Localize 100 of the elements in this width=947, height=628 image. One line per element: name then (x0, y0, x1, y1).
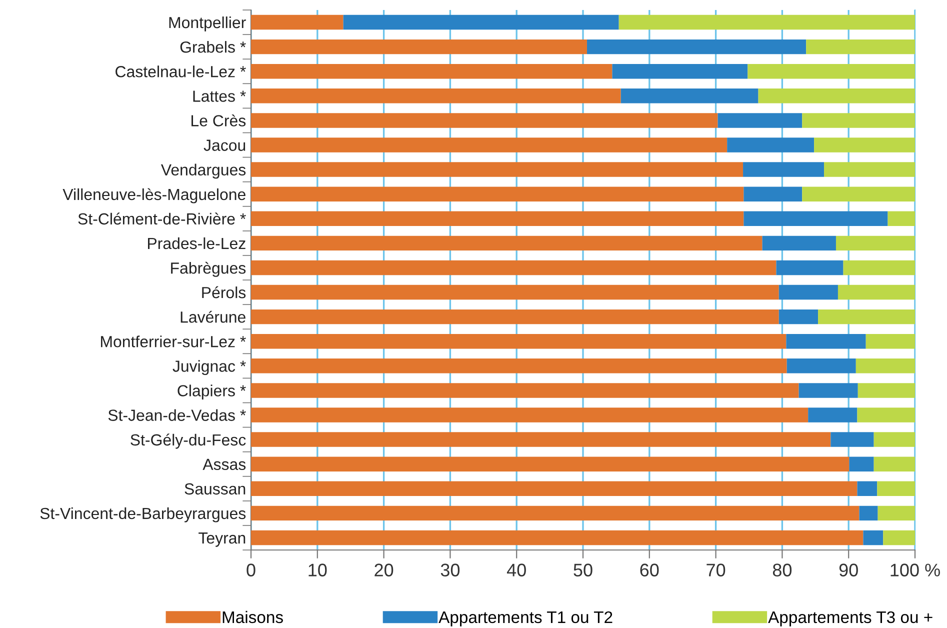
bar (888, 211, 915, 226)
bar (744, 186, 802, 202)
y-tick-label: Lavérune (180, 310, 246, 323)
y-tick-label: Montpellier (169, 16, 246, 32)
y-tick-label: Prades-le-Lez (148, 237, 246, 250)
bar (786, 358, 856, 374)
bar (824, 162, 915, 177)
bar (727, 138, 814, 152)
x-tick-label: 60 (640, 564, 659, 576)
y-tick-label: Juvignac * (172, 360, 246, 376)
bar (758, 88, 915, 104)
bar (878, 506, 915, 521)
bar (838, 284, 915, 300)
bar (251, 358, 787, 374)
x-tick-label: 10 (308, 564, 327, 576)
bar (618, 14, 915, 30)
bar (818, 309, 915, 324)
y-tick-label: Le Crès (192, 114, 246, 126)
bar (251, 284, 779, 300)
bar (802, 113, 915, 128)
bar (857, 481, 878, 496)
x-tick-label: 90 (839, 564, 858, 576)
bar (251, 88, 621, 104)
bar (620, 88, 758, 104)
bar (798, 383, 858, 398)
bar (251, 260, 776, 276)
x-tick-label: 20 (374, 564, 394, 576)
y-tick-label: Lattes * (193, 90, 246, 102)
bar (251, 481, 858, 496)
bar (874, 456, 915, 472)
bar (786, 334, 866, 349)
bar (251, 113, 718, 128)
y-tick-label: Assas (202, 458, 246, 470)
bar (858, 383, 915, 398)
x-tick-label: 80 (772, 564, 792, 576)
y-tick-label: St-Jean-de-Vedas * (108, 409, 246, 421)
bar (877, 481, 915, 496)
y-tick-label: Teyran (198, 532, 246, 547)
bar (251, 334, 786, 349)
bar (251, 186, 744, 202)
bar (866, 334, 915, 349)
bar (251, 236, 762, 251)
bar (856, 358, 915, 374)
bar (849, 456, 874, 472)
bar (612, 64, 748, 79)
bar (718, 113, 802, 128)
bar (859, 506, 878, 521)
bar (251, 39, 587, 54)
y-tick-label: St-Gély-du-Fesc (130, 434, 246, 449)
bar (808, 408, 858, 422)
bar (251, 162, 744, 177)
bar (883, 530, 915, 546)
bar (830, 432, 874, 447)
y-tick-label: Grabels * (180, 41, 246, 53)
y-tick-label: Vendargues (160, 164, 246, 179)
bar (251, 138, 728, 152)
bar (748, 64, 915, 79)
bar (343, 14, 619, 30)
x-tick-label: 70 (706, 564, 726, 576)
x-tick-label: 50 (574, 564, 592, 576)
bar (836, 236, 915, 251)
y-tick-label: Castelnau-le-Lez * (116, 66, 246, 78)
y-tick-label: Pérols (202, 286, 246, 298)
bar (874, 432, 915, 447)
y-tick-label: St-Vincent-de-Barbeyrargues (40, 507, 246, 522)
bar (586, 39, 806, 54)
y-tick-label: Montferrier-sur-Lez * (101, 336, 246, 348)
legend-label: Appartements T1 ou T2 (438, 611, 612, 626)
y-tick-label: Fabrègues (171, 262, 246, 277)
bar (863, 530, 884, 546)
bar (251, 383, 799, 398)
y-tick-label: Villeneuve-lès-Maguelone (62, 188, 246, 204)
y-tick-label: Saussan (184, 483, 246, 495)
bar (251, 309, 779, 324)
x-tick-label: 100 % (890, 564, 940, 576)
bar (843, 260, 915, 276)
x-tick-label: 30 (440, 564, 460, 576)
bar (744, 211, 888, 226)
bar (251, 211, 744, 226)
bar (778, 284, 838, 300)
bar (251, 14, 344, 30)
bar (762, 236, 836, 251)
bar (251, 64, 612, 79)
bar (814, 138, 915, 152)
bar (776, 260, 844, 276)
bar (251, 506, 860, 521)
bar (251, 408, 808, 422)
bar (857, 408, 915, 422)
bar (251, 456, 850, 472)
y-tick-label: Jacou (204, 140, 246, 151)
y-tick-label: Clapiers * (178, 384, 246, 400)
bar (806, 39, 915, 54)
bar (778, 309, 818, 324)
bar (251, 530, 864, 546)
bar (251, 432, 831, 447)
bar (802, 186, 915, 202)
x-tick-label: 0 (246, 564, 256, 576)
x-tick-label: 40 (506, 564, 526, 576)
bar (743, 162, 824, 177)
legend-label: Maisons (222, 610, 283, 624)
